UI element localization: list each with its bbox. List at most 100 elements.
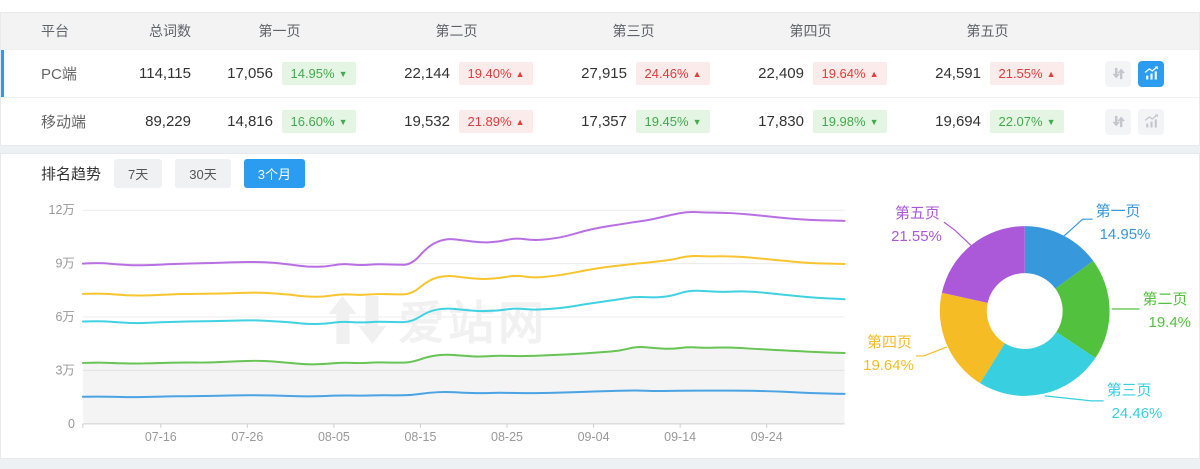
tab-30-days[interactable]: 30天 bbox=[175, 158, 231, 188]
x-axis-label: 07-26 bbox=[231, 430, 263, 444]
trend-chart-button[interactable] bbox=[1138, 60, 1164, 87]
change-pct: 14.95% bbox=[290, 66, 335, 81]
trend-arrow-icon: ▲ bbox=[869, 69, 879, 79]
section-divider bbox=[0, 146, 1200, 153]
change-badge: 24.46% ▲ bbox=[636, 62, 710, 85]
donut-slice bbox=[939, 292, 1005, 384]
trend-chart-icon bbox=[1144, 114, 1158, 128]
page4-change-cell: 19.98% ▼ bbox=[804, 110, 899, 133]
x-axis-label: 08-05 bbox=[318, 430, 350, 444]
ranking-trend-panel: 排名趋势 7天 30天 3个月 爱站网 07-16 07-26 08-05 08-15 0… bbox=[0, 153, 1200, 459]
series-line bbox=[81, 346, 846, 366]
trend-chart-button[interactable] bbox=[1138, 108, 1164, 135]
donut-slice bbox=[941, 226, 1025, 303]
page4-count: 22,409 bbox=[758, 65, 804, 82]
top-spacer bbox=[0, 0, 1200, 12]
series-line bbox=[81, 289, 846, 326]
table-row-pc[interactable]: PC端 114,115 17,056 14.95% ▼ 22,144 19.40%… bbox=[1, 49, 1199, 97]
page5-change-cell: 22.07% ▼ bbox=[981, 110, 1076, 133]
page4-count: 17,830 bbox=[758, 113, 804, 130]
column-header-page5: 第五页 bbox=[966, 23, 1009, 39]
label-leader-line bbox=[1044, 395, 1104, 402]
label-leader-line bbox=[915, 346, 947, 357]
page3-change-cell: 19.45% ▼ bbox=[627, 110, 722, 133]
trend-arrow-icon: ▼ bbox=[1046, 117, 1056, 127]
total-words-cell: 114,115 bbox=[139, 65, 191, 82]
page5-count: 19,694 bbox=[935, 113, 981, 130]
sort-button[interactable] bbox=[1105, 60, 1131, 87]
change-pct: 19.98% bbox=[821, 114, 866, 129]
table-row-mobile[interactable]: 移动端 89,229 14,816 16.60% ▼ 19,532 21.89% ▲… bbox=[1, 97, 1199, 145]
change-pct: 19.64% bbox=[821, 66, 866, 81]
tab-3-months[interactable]: 3个月 bbox=[243, 158, 305, 188]
watermark-text: 爱站网 bbox=[398, 297, 548, 349]
x-axis-label: 07-16 bbox=[145, 430, 177, 444]
label-leader-line bbox=[943, 221, 972, 247]
change-badge: 21.89% ▲ bbox=[459, 110, 533, 133]
page-share-donut-chart[interactable]: 第一页 14.95% 第二页 19.4% 第三页 24.46% 第四页 19.64% 第五页 21… bbox=[860, 192, 1199, 458]
column-header-page3: 第三页 bbox=[612, 23, 655, 39]
page2-count: 19,532 bbox=[404, 113, 450, 130]
slice-percentage: 19.4% bbox=[1148, 314, 1190, 331]
charts-area: 爱站网 07-16 07-26 08-05 08-15 08-25 09-04 09-14 09… bbox=[1, 192, 1199, 458]
slice-percentage: 19.64% bbox=[863, 357, 914, 374]
total-words-cell: 89,229 bbox=[145, 113, 191, 130]
change-badge: 19.98% ▼ bbox=[813, 110, 887, 133]
donut-slice bbox=[979, 332, 1095, 396]
slice-percentage: 14.95% bbox=[1099, 226, 1150, 243]
page3-count: 17,357 bbox=[581, 113, 627, 130]
page1-count: 17,056 bbox=[227, 65, 273, 82]
trend-arrow-icon: ▲ bbox=[692, 69, 702, 79]
slice-percentage: 21.55% bbox=[891, 228, 942, 245]
bottom-spacer bbox=[0, 459, 1200, 469]
y-axis-label: 0 bbox=[68, 417, 75, 431]
page3-change-cell: 24.46% ▲ bbox=[627, 62, 722, 85]
tab-7-days[interactable]: 7天 bbox=[114, 158, 163, 188]
x-axis-label: 09-24 bbox=[751, 430, 783, 444]
page5-change-cell: 21.55% ▲ bbox=[981, 62, 1076, 85]
slice-label: 第一页 bbox=[1095, 202, 1140, 220]
series-line bbox=[81, 389, 846, 399]
sort-button[interactable] bbox=[1105, 108, 1131, 135]
change-badge: 19.45% ▼ bbox=[636, 110, 710, 133]
change-badge: 21.55% ▲ bbox=[990, 62, 1064, 85]
y-axis-label: 9万 bbox=[55, 257, 74, 271]
donut-slice bbox=[1054, 260, 1110, 359]
series-line bbox=[81, 210, 846, 268]
watermark-logo-icon bbox=[328, 296, 357, 344]
trend-arrow-icon: ▼ bbox=[338, 69, 348, 79]
slice-label: 第二页 bbox=[1142, 290, 1187, 308]
row-actions bbox=[1076, 60, 1199, 87]
sort-arrows-icon bbox=[1111, 67, 1125, 80]
y-axis-label: 6万 bbox=[55, 310, 74, 324]
platform-cell: 移动端 bbox=[41, 114, 87, 131]
page2-change-cell: 19.40% ▲ bbox=[450, 62, 545, 85]
page3-count: 27,915 bbox=[581, 65, 627, 82]
column-header-page1: 第一页 bbox=[258, 23, 301, 39]
trend-chart-icon bbox=[1144, 66, 1158, 80]
change-badge: 19.40% ▲ bbox=[459, 62, 533, 85]
x-axis-label: 09-04 bbox=[578, 430, 610, 444]
page2-count: 22,144 bbox=[404, 65, 450, 82]
change-badge: 19.64% ▲ bbox=[813, 62, 887, 85]
column-header-platform: 平台 bbox=[41, 23, 69, 39]
page1-change-cell: 14.95% ▼ bbox=[273, 62, 368, 85]
trend-header: 排名趋势 7天 30天 3个月 bbox=[1, 154, 1199, 192]
change-pct: 19.40% bbox=[467, 66, 512, 81]
change-pct: 19.45% bbox=[644, 114, 689, 129]
page1-change-cell: 16.60% ▼ bbox=[273, 110, 368, 133]
table-header-row: 平台 总词数 第一页 第二页 第三页 第四页 第五页 bbox=[1, 13, 1199, 49]
platform-cell: PC端 bbox=[41, 66, 77, 83]
change-pct: 21.89% bbox=[467, 114, 512, 129]
donut-slice bbox=[1024, 226, 1093, 289]
slice-label: 第五页 bbox=[895, 204, 940, 222]
trend-title: 排名趋势 bbox=[41, 165, 102, 183]
trend-arrow-icon: ▼ bbox=[338, 117, 348, 127]
x-axis-label: 08-25 bbox=[491, 430, 523, 444]
row-actions bbox=[1076, 108, 1199, 135]
change-pct: 22.07% bbox=[998, 114, 1043, 129]
page5-count: 24,591 bbox=[935, 65, 981, 82]
page4-change-cell: 19.64% ▲ bbox=[804, 62, 899, 85]
